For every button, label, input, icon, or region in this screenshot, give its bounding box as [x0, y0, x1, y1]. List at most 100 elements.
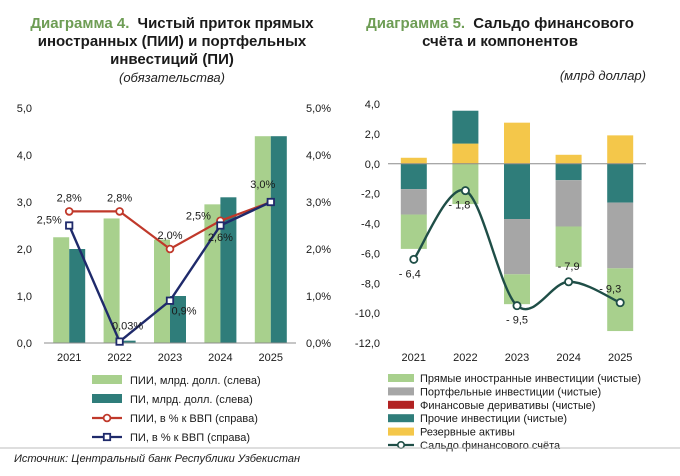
- chart4-label-pi-pct: 0,9%: [171, 306, 196, 318]
- chart5-point-balance: [564, 277, 574, 287]
- chart4-title-line3: инвестиций (ПИ): [110, 51, 234, 68]
- chart4-legend-swatch-marker: [102, 413, 112, 423]
- chart5-legend-swatch-marker: [396, 440, 405, 449]
- chart5-bar-portfolio: [607, 202, 634, 269]
- chart5-line-balance: [412, 189, 621, 311]
- chart5-point-balance: [615, 298, 625, 308]
- chart4-xtick: 2022: [107, 352, 131, 364]
- chart4-title-line1: Чистый приток прямых: [138, 15, 315, 32]
- chart4-ytick-left: 2,0: [17, 244, 32, 256]
- chart4-xtick: 2025: [259, 352, 283, 364]
- chart4-bar-pi: [170, 296, 186, 343]
- chart4-plot: 0,0 1,0 2,0 3,0 4,0 5,0 0,0% 1,0% 2,0% 3,0% 4,0% 5,…: [17, 103, 332, 364]
- chart4-legend-label: ПИИ, в % к ВВП (справа): [130, 413, 258, 425]
- chart4-point-pi-pct: [216, 221, 225, 230]
- chart4-bar-pi: [119, 340, 136, 343]
- chart5-bar-reserves: [452, 143, 479, 164]
- chart4-point-fdi-pct: [64, 207, 74, 216]
- chart4-point-pi-pct: [266, 197, 275, 207]
- chart4-point-fdi-pct: [165, 244, 175, 254]
- chart5-bar-portfolio: [504, 219, 530, 275]
- chart4-point-pi-pct: [115, 337, 124, 346]
- chart5-title-line1: Сальдо финансового: [473, 15, 634, 32]
- chart5-legend-swatch: [388, 374, 414, 382]
- chart5-bar-other-investment: [504, 163, 530, 220]
- chart5-ytick: -4,0: [361, 219, 380, 231]
- chart5-bar-fdi: [555, 226, 582, 267]
- chart5-ytick: -6,0: [361, 248, 380, 260]
- chart4-ytick-left: 3,0: [17, 197, 32, 209]
- chart4-ytick-right: 1,0%: [306, 291, 331, 303]
- chart4-xtick: 2024: [208, 352, 232, 364]
- chart5-bar-other-investment: [400, 163, 427, 190]
- chart4-bar-pi: [69, 249, 86, 343]
- chart5-bar-other-investment: [555, 163, 582, 181]
- chart5-bar-fdi: [504, 274, 530, 305]
- chart5-title-prefix: Диаграмма 5.: [366, 15, 465, 32]
- chart5-ytick: 2,0: [365, 129, 380, 141]
- chart4-ytick-right: 0,0%: [306, 338, 331, 350]
- chart5-legend-label: Сальдо финансового счёта: [420, 440, 561, 452]
- chart4-subtitle: (обязательства): [119, 70, 225, 85]
- chart5-label-balance: - 9,5: [506, 315, 528, 327]
- chart4-bar-fdi: [154, 239, 170, 343]
- chart5-bar-other-investment: [607, 163, 634, 203]
- chart4-ytick-right: 4,0%: [306, 150, 331, 162]
- chart5-legend-label: Резервные активы: [420, 427, 515, 439]
- chart5-legend-label: Портфельные инвестиции (чистые): [420, 386, 601, 398]
- chart4-label-fdi-pct: 3,0%: [250, 179, 275, 191]
- chart4-legend-swatch: [92, 375, 122, 384]
- chart5-ytick: -2,0: [361, 189, 380, 201]
- chart5-legend-swatch: [388, 387, 414, 396]
- chart4-title-prefix: Диаграмма 4.: [30, 15, 129, 32]
- chart4-label-pi-pct: 0,03%: [112, 321, 143, 333]
- chart4-ytick-right: 5,0%: [306, 103, 331, 115]
- chart5-label-balance: - 9,3: [599, 284, 621, 296]
- chart5-bar-reserves: [555, 154, 582, 164]
- chart4-xtick: 2021: [57, 352, 81, 364]
- chart4-bar-pi: [270, 136, 287, 343]
- chart5-bar-other-investment: [452, 110, 479, 144]
- chart5-legend: Прямые иностранные инвестиции (чистые)По…: [388, 373, 641, 452]
- chart5-bar-portfolio: [400, 189, 427, 215]
- chart5-title-line2: счёта и компонентов: [422, 33, 578, 50]
- chart4-bar-fdi: [53, 237, 70, 343]
- chart5-legend-label: Финансовые деривативы (чистые): [420, 400, 596, 412]
- chart4-ytick-right: 3,0%: [306, 197, 331, 209]
- chart5-bar-portfolio: [555, 180, 582, 227]
- chart4-ytick-left: 0,0: [17, 338, 32, 350]
- chart4-point-pi-pct: [65, 221, 74, 230]
- chart4-label-pi-pct: 2,5%: [186, 211, 211, 223]
- chart4-bar-fdi: [204, 204, 221, 343]
- chart4-legend-label: ПИИ, млрд. долл. (слева): [130, 375, 261, 387]
- chart4-point-fdi-pct: [115, 207, 124, 216]
- chart5-xtick: 2021: [402, 352, 426, 364]
- chart5-xtick: 2023: [505, 352, 529, 364]
- chart4-label-fdi-pct: 2,0%: [157, 230, 182, 242]
- chart5-xtick: 2024: [556, 352, 580, 364]
- chart5-legend-label: Прочие инвестиции (чистые): [420, 413, 567, 425]
- chart4-title-line2: иностранных (ПИИ) и портфельных: [38, 33, 307, 50]
- chart5-label-balance: - 7,9: [558, 261, 580, 273]
- chart5-bar-reserves: [400, 157, 427, 164]
- chart5-point-balance: [460, 186, 470, 196]
- chart5-point-balance: [409, 254, 419, 264]
- svg-text:Диаграмма 4. Чистый прит: Диаграмма 4. Чистый приток прямых: [30, 15, 314, 32]
- chart5-legend-label: Прямые иностранные инвестиции (чистые): [420, 373, 641, 385]
- chart4-label-fdi-pct: 2,8%: [107, 192, 132, 204]
- chart5-bar-reserves: [504, 122, 530, 164]
- chart5-point-balance: [512, 301, 522, 311]
- chart5-xtick: 2022: [453, 352, 477, 364]
- chart4-legend-swatch: [92, 394, 122, 403]
- chart5-ytick: -12,0: [355, 338, 380, 350]
- chart4-bar-fdi: [254, 136, 271, 343]
- chart5-unit-label: (млрд доллар): [560, 68, 646, 83]
- chart4-ytick-left: 4,0: [17, 150, 32, 162]
- chart5-legend-swatch: [388, 414, 414, 423]
- chart4-ytick-left: 5,0: [17, 103, 32, 115]
- chart4-label-pi-pct: 2,5%: [37, 215, 62, 227]
- chart4-point-pi-pct: [165, 296, 175, 305]
- source-note: Источник: Центральный банк Республики Уз…: [14, 453, 300, 465]
- chart4-legend-label: ПИ, в % к ВВП (справа): [130, 432, 250, 444]
- chart5-plot: -12,0 -10,0 -8,0 -6,0 -4,0 -2,0 0,0 2,0 4,0 2021 2…: [355, 99, 646, 364]
